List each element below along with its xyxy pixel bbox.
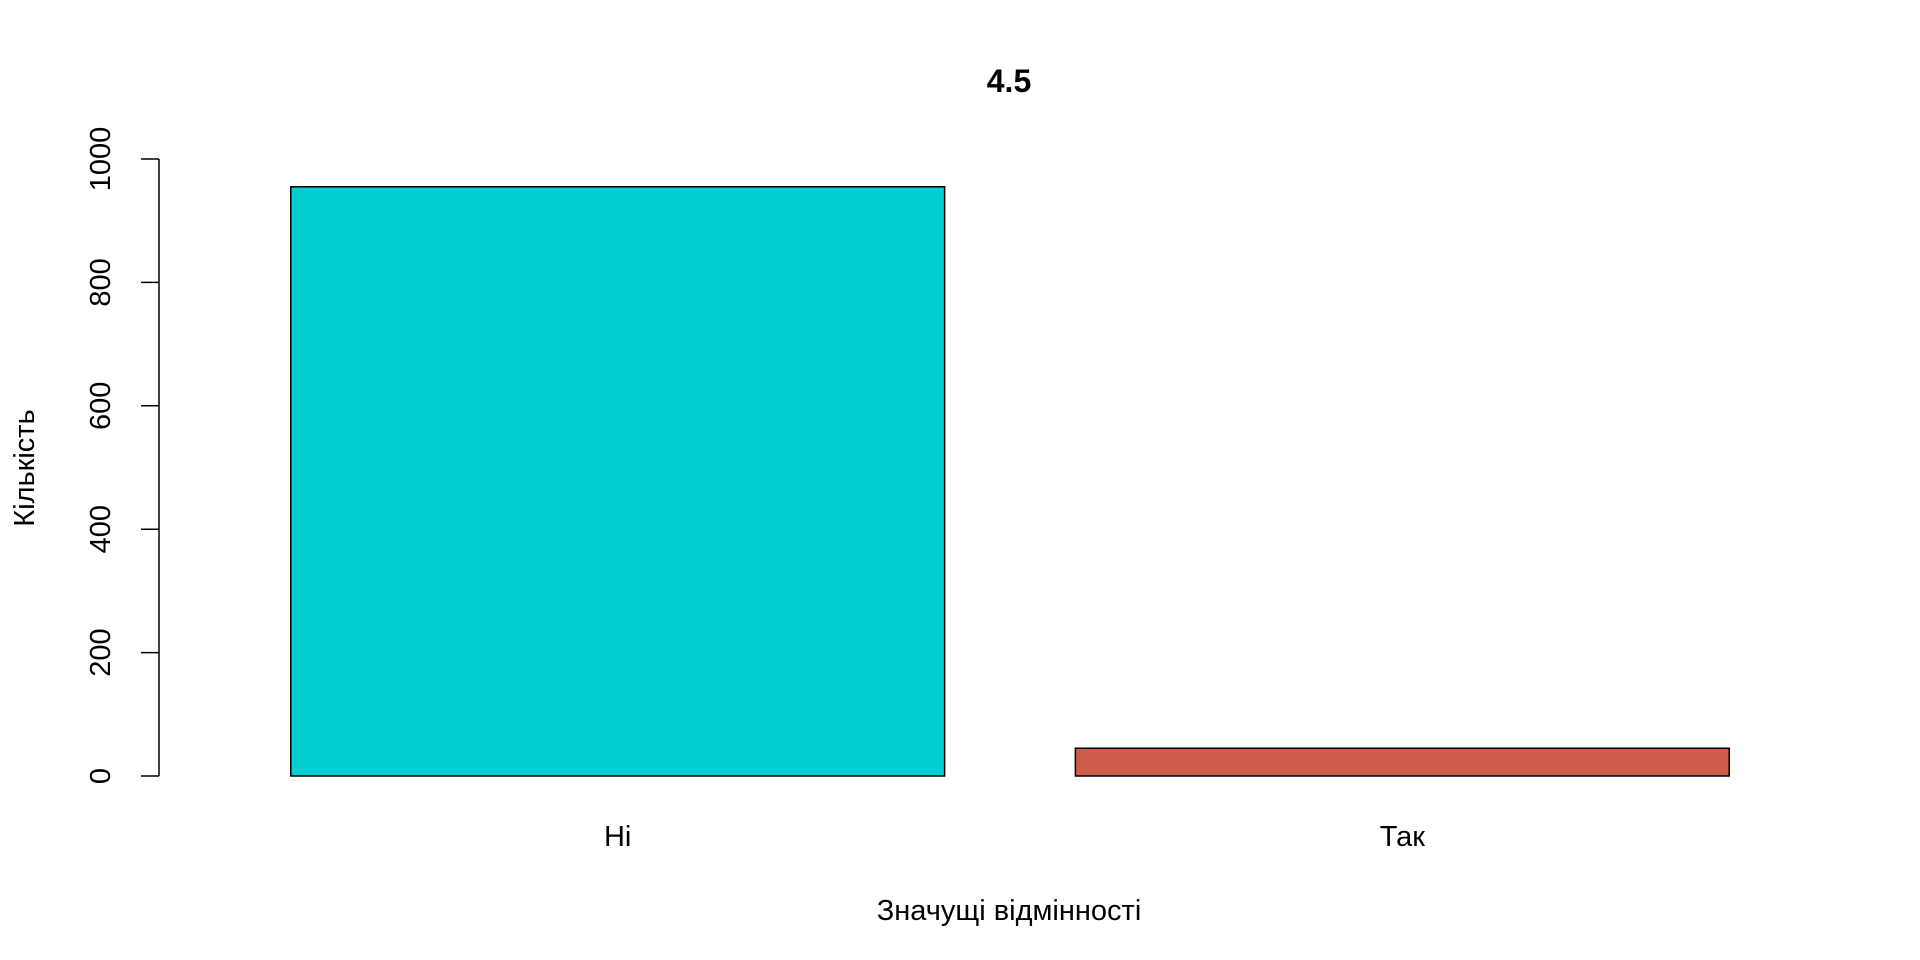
bars-group: [290, 186, 1730, 777]
y-tick-label: 200: [85, 628, 117, 676]
y-tick-label: 400: [85, 505, 117, 553]
x-tick-label: Ні: [604, 821, 631, 853]
bar-1: [290, 186, 946, 777]
x-axis-label: Значущі відмінності: [877, 895, 1142, 927]
y-tick-label: 1000: [85, 127, 117, 192]
y-tick-label: 0: [85, 768, 117, 784]
x-axis-tick-labels: Ні Так: [604, 821, 1425, 853]
x-tick-label: Так: [1380, 821, 1426, 853]
y-axis-label: Кількість: [9, 409, 41, 526]
y-tick-label: 600: [85, 382, 117, 430]
y-tick-label: 800: [85, 258, 117, 306]
bar-2: [1074, 747, 1730, 777]
y-axis: 0 200 400 600 800 1000: [85, 127, 160, 784]
chart-title: 4.5: [987, 63, 1031, 99]
